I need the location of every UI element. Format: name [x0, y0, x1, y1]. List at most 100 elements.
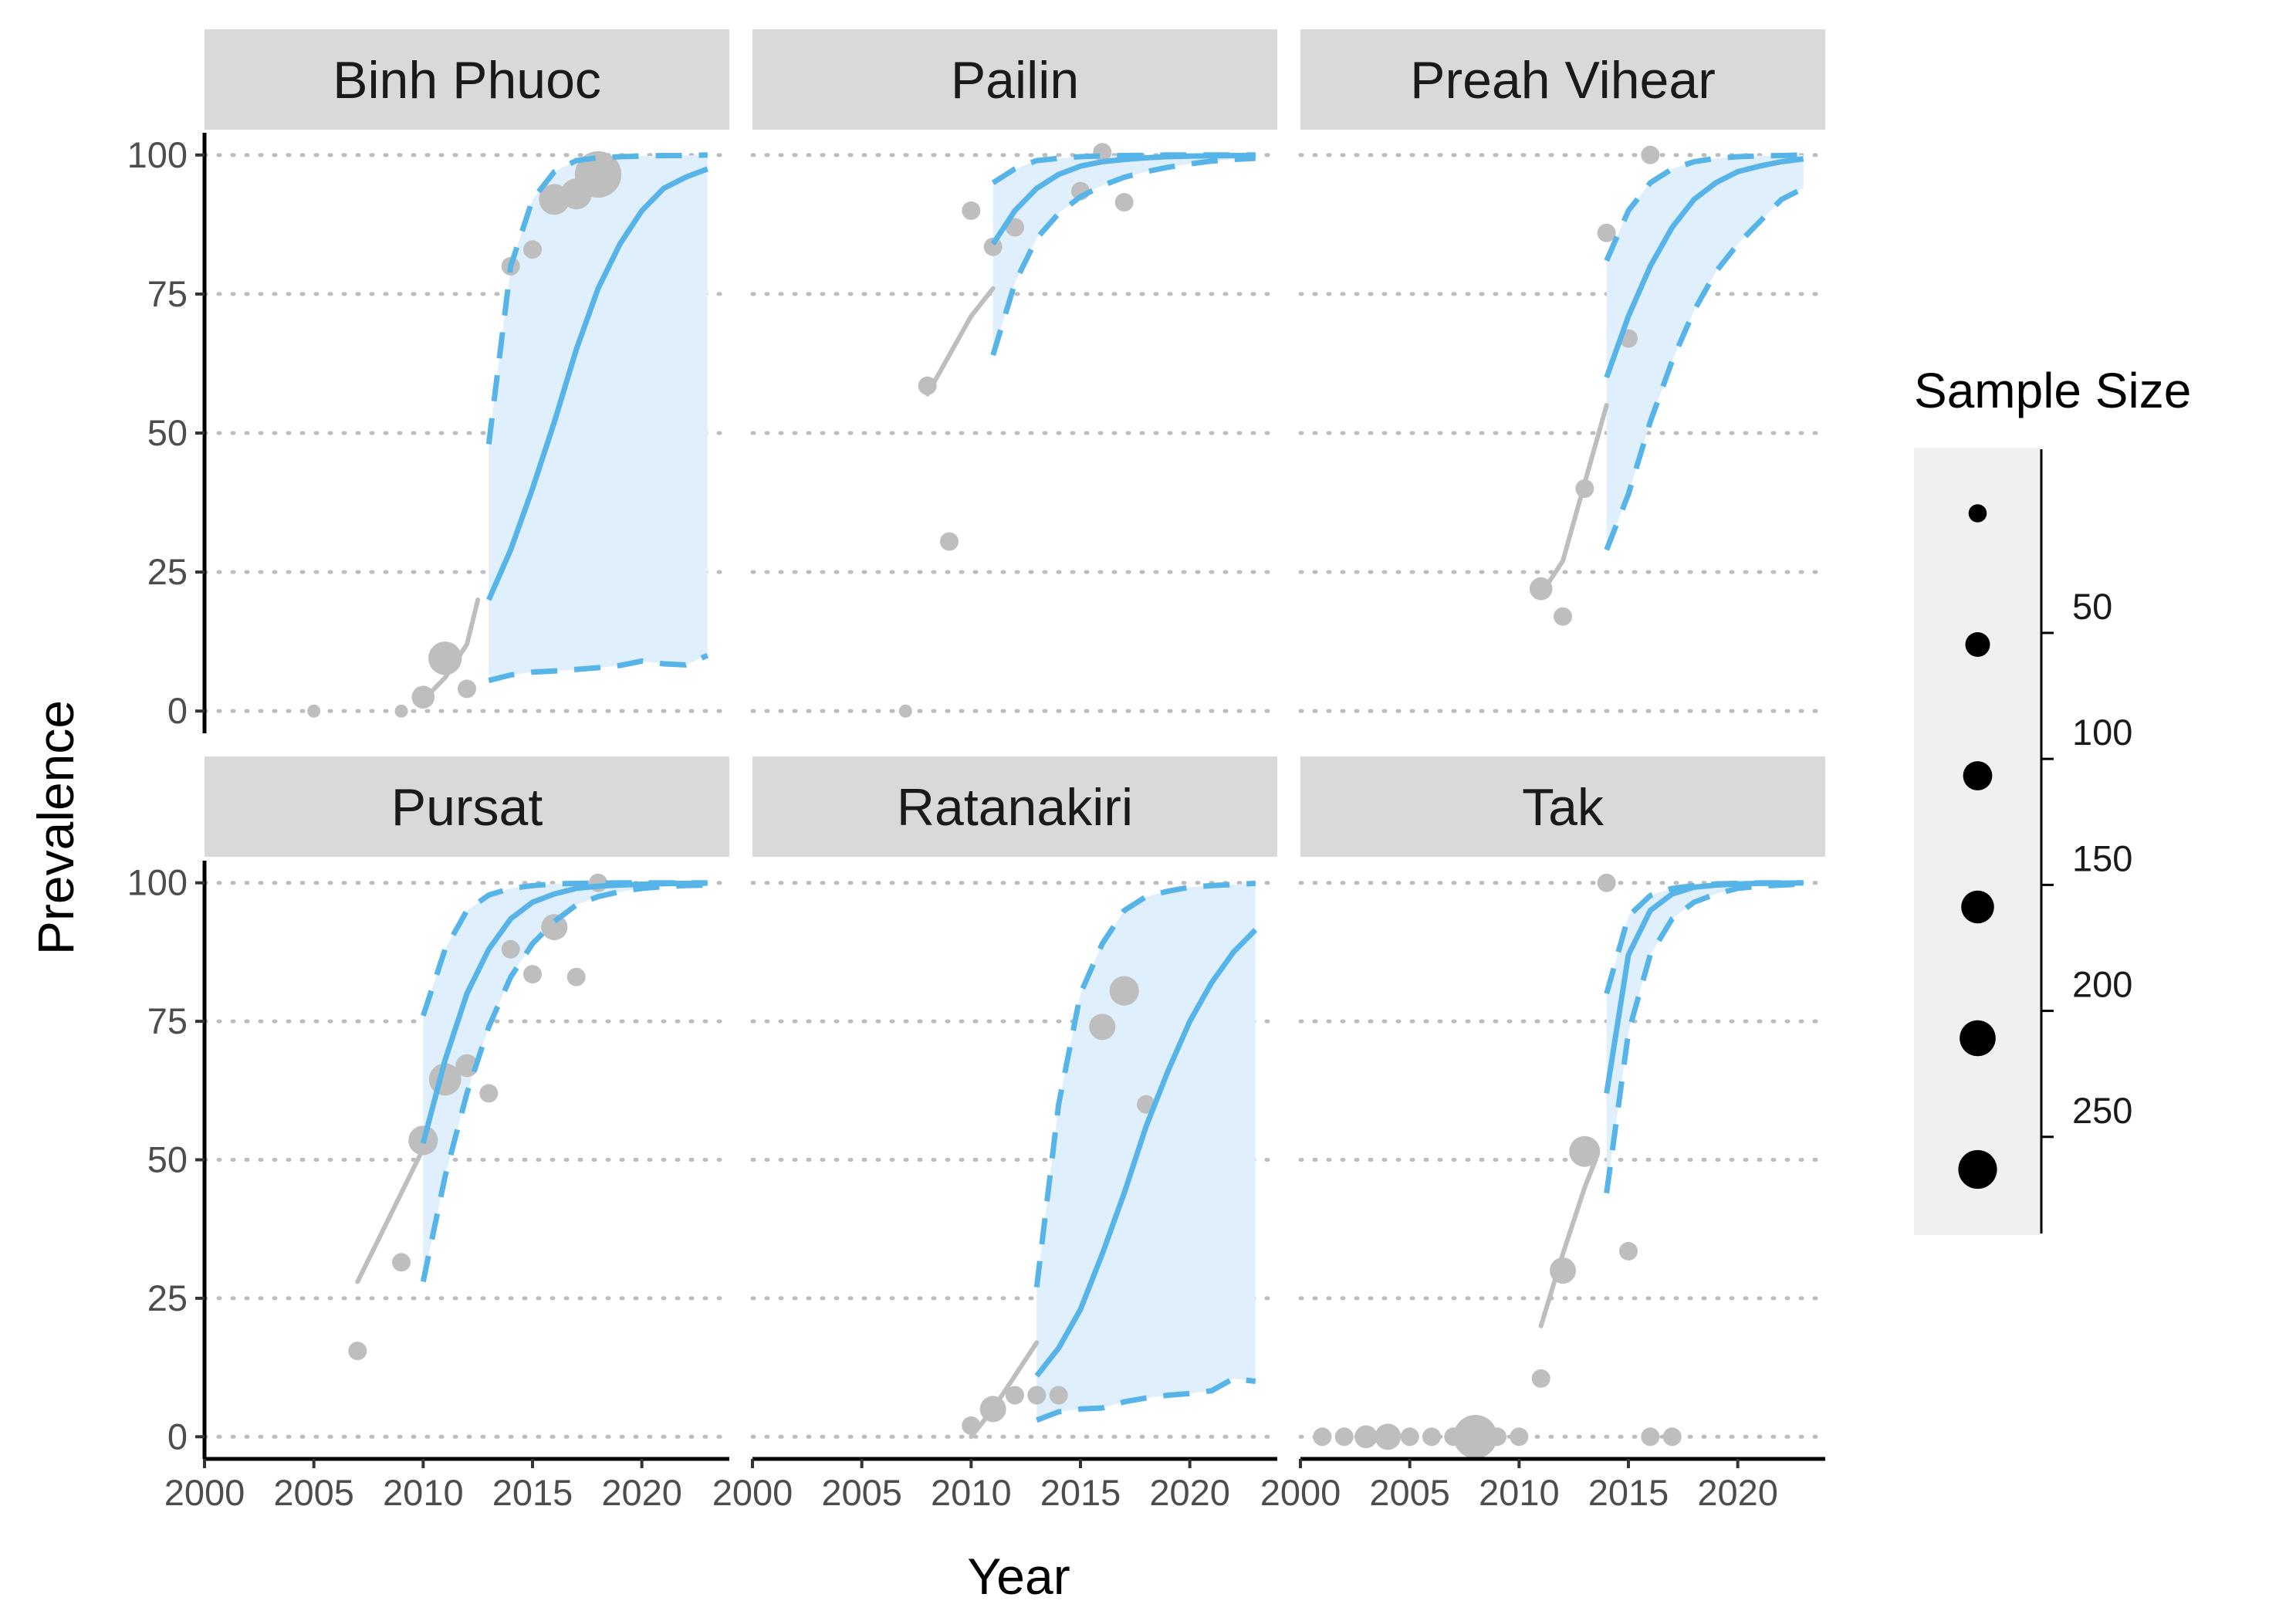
x-tick-label-ratanakiri-2020: 2020 [1149, 1472, 1230, 1513]
facet-panels: Binh Phuoc 0 25 50 75 100 Pailin Preah Vihear Pu… [127, 29, 1828, 1513]
point-tak-8 [1488, 1427, 1506, 1447]
point-pailin-3 [962, 201, 981, 220]
observed-trend-pailin [925, 286, 996, 397]
facet-title-binh-phuoc: Binh Phuoc [333, 51, 601, 110]
facet-strip-binh-phuoc [205, 29, 729, 130]
x-tick-label-ratanakiri-2005: 2005 [821, 1472, 902, 1513]
fit-line-binh-phuoc [486, 166, 708, 601]
y-tick-label-binh-phuoc-50: 50 [147, 412, 188, 453]
legend-key-175 [1961, 890, 1994, 924]
point-binh-phuoc-4 [458, 679, 476, 699]
x-tick-label-ratanakiri-2010: 2010 [931, 1472, 1012, 1513]
point-binh-phuoc-2 [411, 685, 435, 709]
point-pailin-2 [940, 532, 959, 551]
legend-key-225 [1960, 1020, 1996, 1057]
point-binh-phuoc-0 [307, 704, 321, 718]
legend-key-25 [1968, 504, 1987, 523]
facet-ratanakiri: Ratanakiri 2000 2005 2010 2015 2020 [712, 756, 1280, 1513]
facet-title-tak: Tak [1522, 778, 1604, 837]
ribbon-preah-vihear [1606, 154, 1804, 550]
point-tak-1 [1334, 1427, 1354, 1447]
facet-title-pursat: Pursat [391, 778, 543, 837]
point-binh-phuoc-6 [523, 240, 542, 259]
facet-strip-pailin [752, 29, 1277, 130]
x-tick-label-tak-2010: 2010 [1479, 1472, 1560, 1513]
facet-title-preah-vihear: Preah Vihear [1410, 51, 1716, 110]
point-tak-14 [1619, 1241, 1638, 1261]
point-pailin-4 [983, 237, 1003, 256]
point-pailin-5 [1006, 218, 1024, 237]
facet-strip-preah-vihear [1300, 29, 1825, 130]
x-tick-label-pursat-2010: 2010 [383, 1472, 464, 1513]
fit-line-pursat [420, 880, 708, 1144]
x-tick-label-tak-2005: 2005 [1369, 1472, 1450, 1513]
ribbon-pailin [992, 154, 1256, 356]
point-pursat-4 [455, 1054, 478, 1078]
legend-key-75 [1965, 632, 1990, 657]
legend-key-125 [1963, 761, 1993, 790]
observed-trend-pursat [355, 1146, 426, 1284]
ribbon-binh-phuoc [489, 154, 708, 681]
x-tick-label-ratanakiri-2000: 2000 [712, 1472, 793, 1513]
observed-trend-preah-vihear [1538, 403, 1609, 597]
y-tick-label-binh-phuoc-25: 25 [147, 551, 188, 592]
point-tak-12 [1569, 1135, 1601, 1167]
facet-preah-vihear: Preah Vihear [1298, 29, 1828, 713]
y-tick-label-binh-phuoc-75: 75 [147, 273, 188, 314]
legend-scale-label-250: 250 [2072, 1090, 2132, 1131]
x-tick-label-pursat-2020: 2020 [601, 1472, 682, 1513]
facet-title-pailin: Pailin [951, 51, 1079, 110]
facet-pursat: Pursat 0 25 50 75 100 2000 2005 2010 2015 2020 [127, 756, 732, 1513]
x-tick-label-tak-2020: 2020 [1697, 1472, 1778, 1513]
point-tak-13 [1597, 873, 1616, 892]
legend-scale-label-50: 50 [2072, 586, 2112, 627]
point-tak-3 [1375, 1423, 1402, 1450]
legend-key-background [1914, 448, 2041, 1235]
point-tak-5 [1422, 1427, 1441, 1447]
x-tick-label-tak-2015: 2015 [1588, 1472, 1669, 1513]
point-preah-vihear-2 [1575, 479, 1594, 498]
point-tak-10 [1531, 1369, 1550, 1388]
fit-line-ratanakiri [1034, 928, 1258, 1378]
lower-bound-pailin [990, 155, 1256, 357]
y-tick-label-pursat-75: 75 [147, 1000, 188, 1041]
upper-bound-binh-phuoc [485, 152, 708, 445]
y-tick-label-pursat-50: 50 [147, 1139, 188, 1180]
point-tak-9 [1510, 1427, 1529, 1447]
point-ratanakiri-1 [979, 1396, 1006, 1423]
x-tick-label-ratanakiri-2015: 2015 [1040, 1472, 1121, 1513]
observed-trend-ratanakiri [969, 1340, 1040, 1440]
point-tak-2 [1354, 1425, 1378, 1449]
point-binh-phuoc-1 [394, 704, 408, 718]
point-pursat-9 [566, 967, 586, 986]
point-pursat-7 [523, 965, 542, 984]
facet-strip-ratanakiri [752, 756, 1277, 857]
point-tak-4 [1400, 1427, 1419, 1447]
y-tick-label-pursat-0: 0 [167, 1416, 188, 1457]
ribbon-pursat [423, 882, 708, 1282]
point-preah-vihear-5 [1641, 145, 1660, 164]
point-ratanakiri-2 [1006, 1386, 1024, 1405]
point-preah-vihear-1 [1554, 607, 1572, 626]
legend: Sample Size 50 100 150 200 250 [1914, 363, 2191, 1235]
facet-pailin: Pailin [750, 29, 1280, 718]
point-tak-11 [1550, 1257, 1576, 1284]
point-ratanakiri-6 [1109, 976, 1139, 1006]
point-pursat-8 [541, 914, 568, 941]
point-tak-15 [1641, 1427, 1660, 1447]
point-preah-vihear-3 [1597, 223, 1616, 242]
lower-bound-pursat [420, 882, 708, 1283]
point-preah-vihear-0 [1529, 577, 1553, 601]
ribbon-tak [1606, 882, 1804, 1193]
point-pursat-0 [348, 1342, 367, 1361]
point-pailin-8 [1114, 193, 1134, 212]
point-ratanakiri-3 [1027, 1386, 1047, 1405]
point-tak-0 [1313, 1427, 1332, 1447]
upper-bound-preah-vihear [1604, 152, 1804, 262]
lower-bound-ratanakiri [1036, 1376, 1256, 1423]
y-tick-label-binh-phuoc-0: 0 [167, 690, 188, 731]
lower-bound-preah-vihear [1604, 185, 1805, 551]
point-pailin-0 [898, 704, 912, 718]
legend-scale-label-100: 100 [2072, 712, 2132, 753]
point-tak-7 [1453, 1415, 1497, 1459]
